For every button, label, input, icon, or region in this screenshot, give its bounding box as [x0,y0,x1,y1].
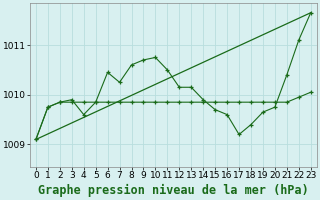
X-axis label: Graphe pression niveau de la mer (hPa): Graphe pression niveau de la mer (hPa) [38,184,309,197]
